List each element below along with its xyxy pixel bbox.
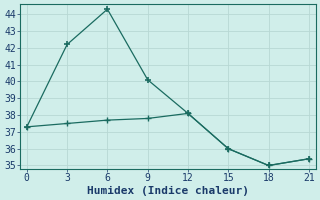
X-axis label: Humidex (Indice chaleur): Humidex (Indice chaleur) [87, 186, 249, 196]
